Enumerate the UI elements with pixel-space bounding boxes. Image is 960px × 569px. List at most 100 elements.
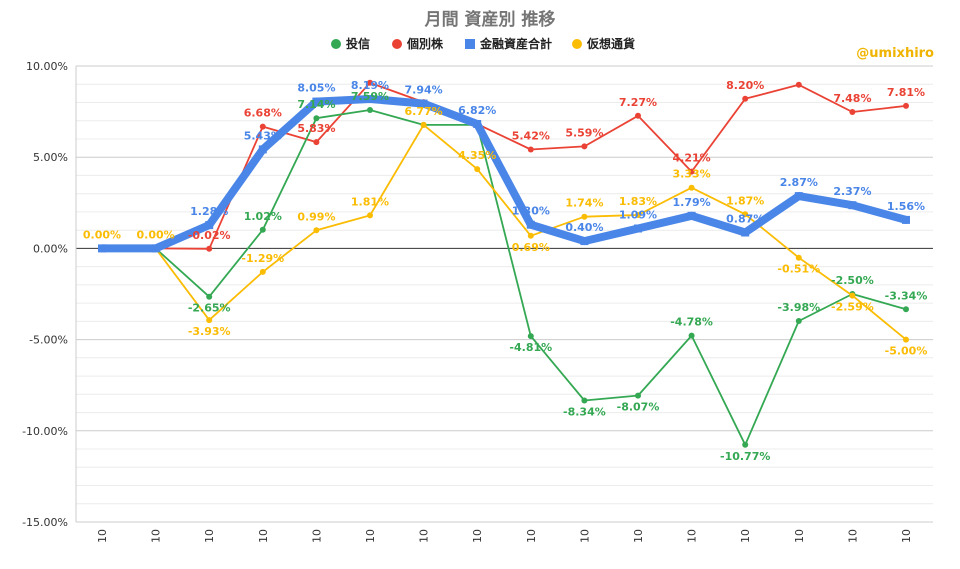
data-label: 6.77% — [405, 105, 443, 118]
data-point — [420, 121, 427, 128]
data-point — [313, 115, 320, 122]
data-point — [527, 333, 534, 340]
x-tick-label: 10 — [846, 529, 859, 543]
data-label: -1.29% — [241, 252, 284, 265]
data-label: 6.68% — [244, 107, 282, 120]
data-label: 1.56% — [887, 200, 925, 213]
data-point — [258, 145, 267, 154]
data-label: 4.21% — [673, 152, 711, 165]
data-label: -4.81% — [509, 341, 552, 354]
x-tick-label: 10 — [632, 529, 645, 543]
x-tick-label: 10 — [525, 529, 538, 543]
data-point — [688, 184, 695, 191]
data-point — [419, 99, 428, 108]
data-label: -8.07% — [617, 401, 660, 414]
data-point — [687, 211, 696, 220]
data-label: -3.98% — [777, 301, 820, 314]
data-label: 0.40% — [565, 221, 603, 234]
legend-marker — [331, 39, 341, 49]
data-point — [848, 201, 857, 210]
x-tick-label: 10 — [793, 529, 806, 543]
data-label: 2.37% — [833, 185, 871, 198]
data-point — [259, 268, 266, 275]
data-label: 1.87% — [726, 194, 764, 207]
data-point — [473, 120, 482, 128]
data-point — [259, 226, 266, 233]
x-tick-label: 10 — [203, 529, 216, 543]
y-tick-label: 10.00% — [26, 60, 68, 73]
data-point — [313, 139, 320, 146]
data-label: -5.00% — [885, 345, 928, 358]
data-label: 7.59% — [351, 90, 389, 103]
legend-marker — [572, 39, 582, 49]
data-point — [688, 332, 695, 339]
legend-label: 個別株 — [406, 36, 444, 51]
x-tick-label: 10 — [310, 529, 323, 543]
data-point — [903, 102, 909, 109]
legend-label: 仮想通貨 — [586, 36, 635, 51]
data-label: 0.87% — [726, 213, 764, 226]
y-tick-label: -5.00% — [29, 334, 68, 347]
data-point — [474, 166, 481, 173]
data-labels: -2.65% 1.02% 7.14% 7.59% -4.81% -8.34% -8.07% -… — [83, 79, 927, 463]
data-label: 8.19% — [351, 79, 389, 92]
data-label: 1.28% — [190, 205, 228, 218]
data-point — [903, 306, 909, 313]
data-label: 1.09% — [619, 209, 657, 222]
data-point — [902, 215, 910, 224]
x-tick-label: 10 — [471, 529, 484, 543]
data-point — [794, 192, 803, 201]
data-label: 6.82% — [458, 104, 496, 117]
data-point — [206, 317, 213, 324]
data-label: 7.14% — [297, 98, 335, 111]
data-point — [635, 112, 641, 119]
data-label: 1.74% — [565, 197, 603, 210]
x-tick-label: 10 — [364, 529, 377, 543]
legend: 投信 個別株 金融資産合計 仮想通貨 — [331, 36, 635, 51]
data-label: -2.50% — [831, 274, 874, 287]
data-label: -4.78% — [670, 316, 713, 329]
data-point — [795, 254, 802, 261]
data-point — [581, 397, 588, 404]
y-axis: 10.00% 5.00% 0.00% -5.00% -10.00% -15.00% — [22, 60, 68, 529]
y-tick-label: -10.00% — [22, 425, 68, 438]
data-point — [581, 143, 588, 150]
data-point — [635, 392, 641, 399]
data-label: 7.94% — [405, 84, 443, 97]
data-label: 2.87% — [780, 176, 818, 189]
data-label: -0.02% — [188, 229, 231, 242]
data-point — [367, 107, 373, 113]
data-point — [527, 146, 534, 153]
data-label: 5.43% — [244, 129, 282, 142]
data-point — [206, 245, 213, 252]
data-point — [742, 441, 749, 448]
data-point — [688, 168, 695, 175]
series-1 — [99, 79, 909, 252]
series-line — [101, 81, 907, 250]
x-tick-label: 10 — [418, 529, 431, 543]
data-point — [634, 224, 642, 233]
data-point — [151, 244, 160, 253]
data-label: 3.33% — [673, 168, 711, 181]
data-point — [312, 97, 321, 106]
data-point — [98, 244, 106, 253]
data-label: 5.59% — [565, 126, 603, 139]
data-label: -10.77% — [720, 450, 770, 463]
data-label: 8.05% — [297, 82, 335, 95]
data-label: 0.99% — [297, 210, 335, 223]
data-label: -3.34% — [885, 289, 928, 302]
data-label: 1.30% — [512, 205, 550, 218]
data-label: 5.42% — [512, 130, 550, 143]
data-point — [206, 293, 213, 300]
series-lines — [98, 79, 910, 448]
data-label: -2.65% — [188, 302, 231, 315]
data-label: 5.83% — [297, 122, 335, 135]
series-2 — [98, 95, 910, 253]
data-point — [742, 95, 749, 102]
data-point — [903, 336, 909, 343]
x-tick-label: 10 — [578, 529, 591, 543]
data-label: -2.59% — [831, 301, 874, 314]
x-tick-label: 10 — [686, 529, 699, 543]
x-tick-label: 10 — [900, 529, 913, 543]
